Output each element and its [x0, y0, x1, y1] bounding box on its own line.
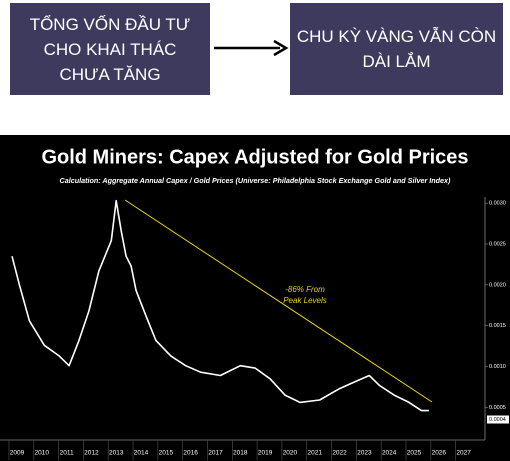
data-line: [11, 199, 429, 412]
y-tick-label: 0.0025: [489, 241, 506, 247]
arrow: [214, 39, 289, 57]
x-tick-label: 2020: [283, 450, 298, 457]
y-tick-label: 0.0005: [489, 405, 506, 411]
x-tick-label: 2021: [308, 450, 323, 457]
y-tick-label: 0.0020: [489, 282, 506, 288]
x-tick-label: 2027: [456, 450, 471, 457]
x-tick-label: 2022: [332, 450, 347, 457]
x-tick-label: 2011: [60, 450, 74, 457]
box-text: CHƯA TĂNG: [59, 64, 161, 84]
y-tick-label: 0.0015: [489, 323, 506, 329]
current-value-label: 0.0004: [489, 417, 506, 423]
chart: Gold Miners: Capex Adjusted for Gold Pri…: [0, 135, 510, 461]
box-text: DÀI LẮM: [362, 52, 431, 71]
x-tick-label: 2026: [432, 450, 447, 457]
annotation: -86% From Peak Levels: [283, 285, 327, 305]
x-tick-label: 2019: [258, 450, 273, 457]
y-tick-label: 0.0030: [489, 201, 506, 207]
x-tick-label: 2015: [159, 450, 174, 457]
left-box: TỔNG VỐN ĐẦU TƯ CHO KHAI THÁC CHƯA TĂNG: [10, 3, 210, 95]
x-tick-label: 2025: [407, 450, 422, 457]
x-tick-label: 2009: [10, 450, 25, 457]
x-tick-label: 2014: [134, 450, 149, 457]
box-text: TỔNG VỐN ĐẦU TƯ: [29, 14, 191, 34]
x-tick-label: 2013: [109, 450, 124, 457]
trend-line: [124, 199, 433, 403]
box-text: CHO KHAI THÁC: [43, 39, 177, 59]
chart-title: Gold Miners: Capex Adjusted for Gold Pri…: [41, 146, 468, 168]
right-box: CHU KỲ VÀNG VẪN CÒN DÀI LẮM: [290, 3, 503, 95]
x-tick-label: 2012: [84, 450, 99, 457]
x-tick-label: 2016: [183, 450, 198, 457]
y-tick-label: 0.0010: [489, 364, 506, 370]
chart-subtitle: Calculation: Aggregate Annual Capex / Go…: [60, 176, 451, 185]
x-tick-label: 2024: [382, 450, 397, 457]
x-tick-label: 2023: [357, 450, 372, 457]
chart-background: [0, 135, 510, 461]
x-tick-label: 2017: [208, 450, 223, 457]
current-value-box: [487, 415, 509, 424]
x-tick-label: 2018: [233, 450, 248, 457]
box-text: CHU KỲ VÀNG VẪN CÒN: [296, 27, 497, 46]
x-tick-label: 2010: [35, 450, 50, 457]
